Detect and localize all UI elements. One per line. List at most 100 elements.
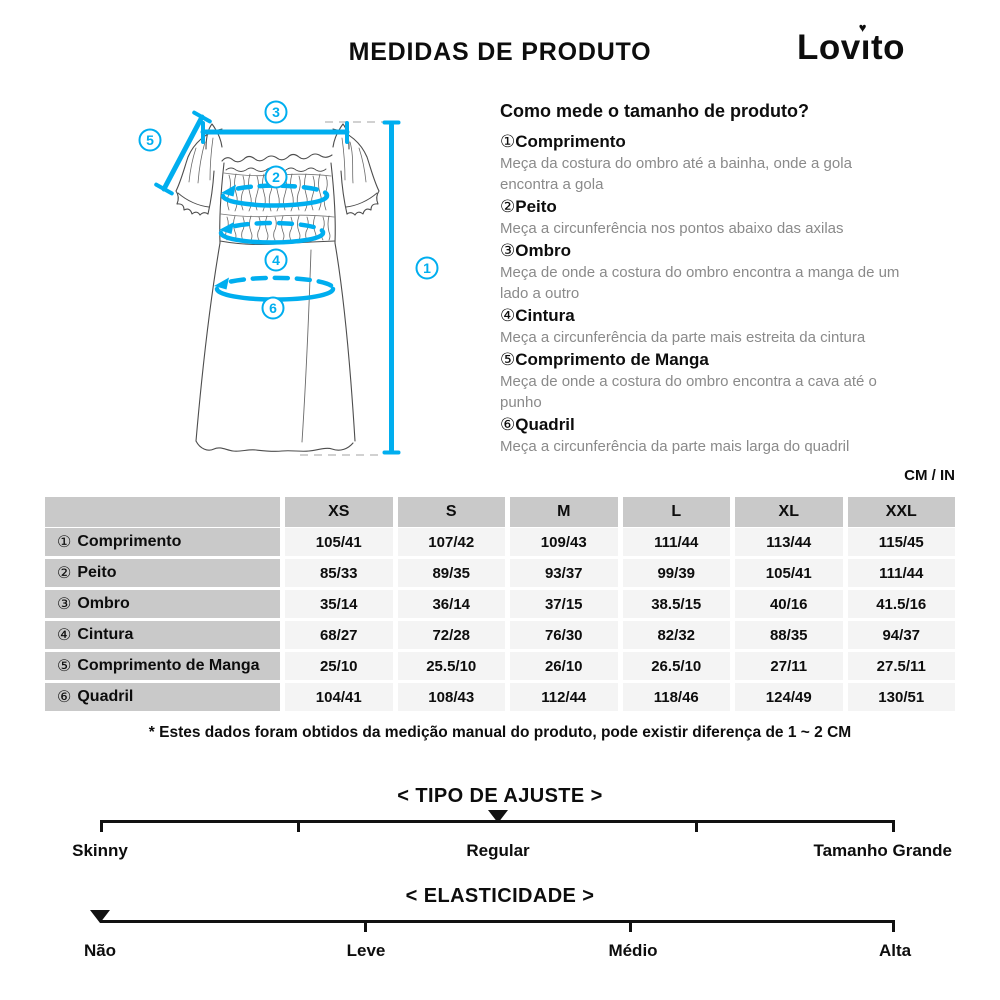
unit-label: CM / IN bbox=[904, 467, 955, 484]
fit-scale-line bbox=[100, 810, 895, 832]
item-label: Ombro bbox=[515, 241, 571, 260]
table-value: 118/46 bbox=[622, 683, 730, 711]
table-value: 108/43 bbox=[397, 683, 505, 711]
dress-outline bbox=[175, 123, 380, 452]
table-value: 26.5/10 bbox=[622, 652, 730, 680]
badge-sleeve: 5 bbox=[146, 132, 154, 148]
size-table: XS S M L XL XXL ① Comprimento 105/41 107/… bbox=[45, 497, 955, 711]
table-value: 27/11 bbox=[735, 652, 843, 680]
table-value: 111/44 bbox=[847, 559, 955, 587]
guide-item: ④Cintura Meça a circunferência da parte … bbox=[500, 305, 958, 348]
table-value: 25/10 bbox=[285, 652, 393, 680]
fit-label-tamanho-grande: Tamanho Grande bbox=[813, 841, 952, 860]
fit-marker-icon bbox=[487, 810, 508, 823]
guide-item: ⑤Comprimento de Manga Meça de onde a cos… bbox=[500, 349, 958, 413]
fit-label-skinny: Skinny bbox=[72, 841, 128, 860]
table-value: 99/39 bbox=[622, 559, 730, 587]
row-label: ⑥ Quadril bbox=[45, 683, 280, 711]
row-label: ⑤ Comprimento de Manga bbox=[45, 652, 280, 680]
table-value: 94/37 bbox=[847, 621, 955, 649]
scale-tick bbox=[100, 823, 103, 832]
table-value: 68/27 bbox=[285, 621, 393, 649]
table-value: 72/28 bbox=[397, 621, 505, 649]
measurement-marks bbox=[154, 110, 401, 455]
table-value: 107/42 bbox=[397, 528, 505, 556]
table-corner-cell bbox=[45, 497, 280, 527]
table-value: 111/44 bbox=[622, 528, 730, 556]
elasticity-label-leve: Leve bbox=[346, 941, 386, 960]
table-value: 124/49 bbox=[735, 683, 843, 711]
table-value: 37/15 bbox=[510, 590, 618, 618]
item-number: ⑤ bbox=[500, 350, 516, 369]
badge-shoulder: 3 bbox=[272, 104, 280, 120]
logo-text-suffix: to bbox=[870, 28, 906, 67]
row-label: ③ Ombro bbox=[45, 590, 280, 618]
elasticity-scale-title: < ELASTICIDADE > bbox=[405, 885, 595, 907]
logo-text-prefix: Lov bbox=[797, 28, 861, 67]
table-value: 104/41 bbox=[285, 683, 393, 711]
item-number: ④ bbox=[500, 306, 516, 325]
ellipse-arrowheads bbox=[214, 184, 236, 290]
table-value: 41.5/16 bbox=[847, 590, 955, 618]
scale-tick bbox=[628, 923, 632, 932]
table-value: 112/44 bbox=[510, 683, 618, 711]
guide-heading: Como mede o tamanho de produto? bbox=[500, 101, 809, 121]
item-description: Meça a circunferência da parte mais estr… bbox=[500, 329, 866, 346]
table-value: 85/33 bbox=[285, 559, 393, 587]
table-value: 109/43 bbox=[510, 528, 618, 556]
elasticity-label-nao: Não bbox=[83, 941, 117, 960]
item-label: Cintura bbox=[515, 306, 575, 325]
table-value: 35/14 bbox=[285, 590, 393, 618]
table-value: 130/51 bbox=[847, 683, 955, 711]
size-column-header: XS bbox=[285, 497, 393, 527]
badge-hip: 6 bbox=[269, 300, 277, 316]
scale-tick bbox=[364, 923, 368, 932]
badge-waist: 4 bbox=[272, 252, 280, 268]
item-number: ① bbox=[500, 132, 516, 151]
heart-icon: ♥ bbox=[858, 20, 867, 35]
table-value: 40/16 bbox=[735, 590, 843, 618]
item-label: Comprimento de Manga bbox=[515, 350, 709, 369]
table-value: 105/41 bbox=[735, 559, 843, 587]
badge-length: 1 bbox=[423, 260, 431, 276]
guide-item: ③Ombro Meça de onde a costura do ombro e… bbox=[500, 240, 958, 304]
scale-tick bbox=[892, 823, 895, 832]
measure-badges: 3 5 2 4 6 1 bbox=[138, 100, 439, 320]
measure-guide: Como mede o tamanho de produto? ①Comprim… bbox=[500, 101, 958, 458]
table-value: 82/32 bbox=[622, 621, 730, 649]
item-description: Meça de onde a costura do ombro encontra… bbox=[500, 264, 900, 302]
table-value: 27.5/11 bbox=[847, 652, 955, 680]
item-description: Meça de onde a costura do ombro encontra… bbox=[500, 373, 877, 411]
table-value: 88/35 bbox=[735, 621, 843, 649]
size-column-header: L bbox=[622, 497, 730, 527]
scale-tick bbox=[297, 823, 301, 832]
item-description: Meça a circunferência da parte mais larg… bbox=[500, 438, 850, 455]
item-number: ⑥ bbox=[500, 415, 516, 434]
item-number: ② bbox=[500, 197, 516, 216]
size-column-header: S bbox=[397, 497, 505, 527]
table-value: 38.5/15 bbox=[622, 590, 730, 618]
page-title: MEDIDAS DE PRODUTO bbox=[348, 38, 652, 66]
elasticity-label-alta: Alta bbox=[878, 941, 912, 960]
table-value: 26/10 bbox=[510, 652, 618, 680]
scale-tick bbox=[694, 823, 698, 832]
logo-letter-i: ♥ ı bbox=[858, 20, 871, 67]
item-label: Peito bbox=[515, 197, 557, 216]
table-value: 105/41 bbox=[285, 528, 393, 556]
lovito-logo: Lov ♥ ıto bbox=[797, 20, 906, 68]
size-column-header: XXL bbox=[847, 497, 955, 527]
table-value: 93/37 bbox=[510, 559, 618, 587]
table-value: 25.5/10 bbox=[397, 652, 505, 680]
row-label: ② Peito bbox=[45, 559, 280, 587]
guide-item: ②Peito Meça a circunferência nos pontos … bbox=[500, 196, 958, 239]
table-value: 89/35 bbox=[397, 559, 505, 587]
table-value: 76/30 bbox=[510, 621, 618, 649]
item-label: Comprimento bbox=[515, 132, 626, 151]
elasticity-scale-line bbox=[90, 910, 895, 932]
guide-item: ⑥Quadril Meça a circunferência da parte … bbox=[500, 414, 958, 457]
item-description: Meça da costura do ombro até a bainha, o… bbox=[500, 155, 852, 193]
item-number: ③ bbox=[500, 241, 516, 260]
dress-measurement-diagram: 3 5 2 4 6 1 bbox=[138, 100, 439, 456]
table-value: 36/14 bbox=[397, 590, 505, 618]
guide-item: ①Comprimento Meça da costura do ombro at… bbox=[500, 131, 958, 195]
